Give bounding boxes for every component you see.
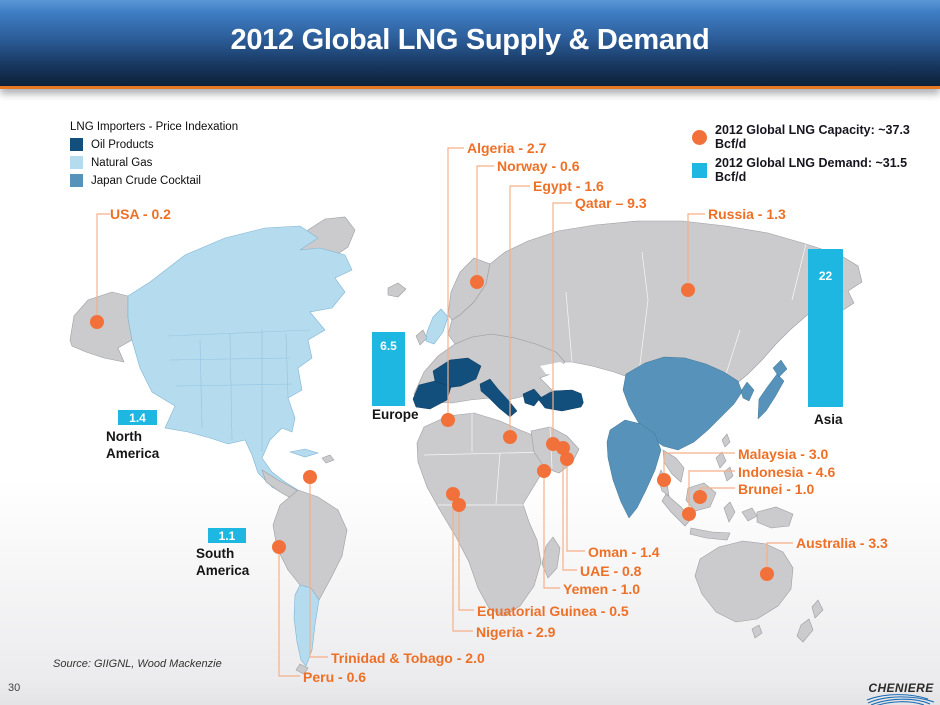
japan-crude-cocktail-swatch [70, 174, 83, 187]
alaska-shape [69, 291, 133, 363]
slide-title: 2012 Global LNG Supply & Demand [230, 24, 710, 56]
us-state-lines [167, 329, 311, 452]
title-bar: 2012 Global LNG Supply & Demand [0, 0, 940, 89]
uk-shape [425, 308, 449, 345]
japan-shape [757, 373, 785, 420]
cuba-shape [288, 448, 320, 458]
source-note: Source: GIIGNL, Wood Mackenzie [53, 658, 222, 670]
importer-legend: LNG Importers - Price Indexation Oil Pro… [70, 121, 238, 192]
sulawesi-shape [723, 501, 758, 523]
capacity-dot-icon [692, 129, 707, 145]
china-shape [622, 356, 743, 451]
logo-waves-icon [866, 694, 935, 705]
legend-label: Oil Products [91, 138, 154, 151]
ireland-shape [415, 329, 428, 346]
north-america-shape [127, 225, 353, 498]
new-guinea-shape [756, 506, 794, 529]
totals-legend-label: 2012 Global LNG Capacity: ~37.3 Bcf/d [715, 123, 910, 151]
cheniere-logo: CHENIERE [866, 681, 936, 705]
importer-legend-item: Oil Products [70, 138, 238, 151]
natural-gas-swatch [70, 156, 83, 169]
importer-legend-item: Japan Crude Cocktail [70, 174, 238, 187]
totals-legend-label: 2012 Global LNG Demand: ~31.5 Bcf/d [715, 156, 908, 184]
south-america-shape [272, 489, 348, 601]
korea-shape [740, 381, 755, 402]
southern-cone-shape [293, 584, 320, 667]
java-shape [689, 527, 731, 541]
iberia-shape [412, 380, 452, 410]
oil-products-swatch [70, 138, 83, 151]
taiwan-shape [721, 433, 731, 448]
importer-legend-title: LNG Importers - Price Indexation [70, 121, 239, 133]
logo-text: CHENIERE [868, 681, 934, 695]
tasmania-shape [751, 624, 763, 639]
iceland-shape [387, 282, 407, 298]
caspian-sea-shape [580, 368, 596, 404]
malay-peninsula-shape [657, 469, 670, 497]
demand-square-icon [692, 162, 707, 178]
importer-legend-items: Oil Products Natural Gas Japan Crude Cockt… [70, 138, 238, 187]
new-zealand-shape [796, 599, 824, 643]
australia-shape [694, 540, 794, 623]
africa-shape [416, 412, 552, 617]
legend-label: Japan Crude Cocktail [91, 174, 201, 187]
india-shape [606, 419, 662, 519]
madagascar-shape [541, 536, 561, 579]
importer-legend-item: Natural Gas [70, 156, 238, 169]
totals-legend-item: 2012 Global LNG Capacity: ~37.3 Bcf/d [692, 123, 940, 151]
page-number: 30 [8, 682, 21, 694]
totals-legend-items: 2012 Global LNG Capacity: ~37.3 Bcf/d 201… [692, 123, 940, 184]
hispaniola-shape [321, 454, 335, 464]
indochina-shape [662, 449, 685, 483]
legend-label: Natural Gas [91, 156, 153, 169]
totals-legend-item: 2012 Global LNG Demand: ~31.5 Bcf/d [692, 156, 940, 184]
borneo-shape [685, 482, 717, 512]
hokkaido-shape [772, 359, 788, 378]
philippines-shape [715, 451, 734, 482]
totals-legend: 2012 Global LNG Capacity: ~37.3 Bcf/d 201… [692, 123, 940, 189]
